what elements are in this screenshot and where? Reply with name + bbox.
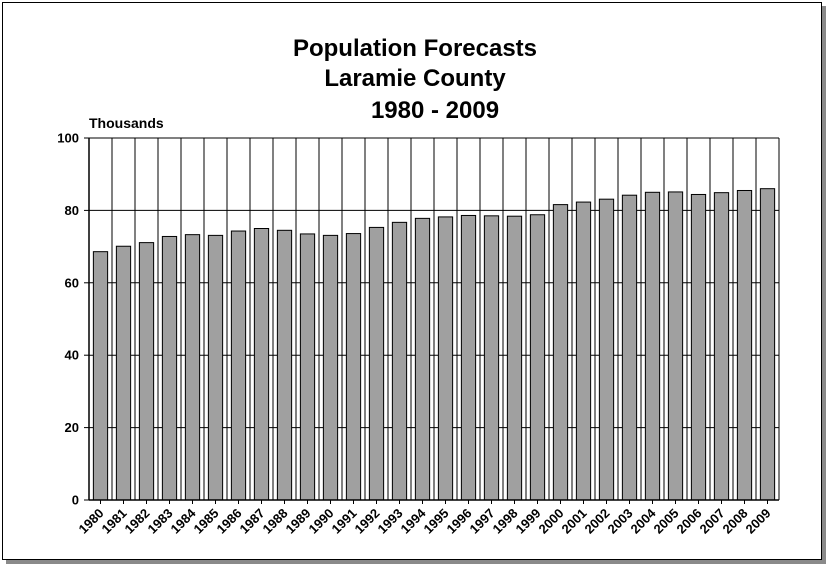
x-tick-label: 1989 bbox=[283, 506, 314, 537]
y-tick-label: 40 bbox=[65, 348, 79, 363]
y-tick-label: 0 bbox=[72, 493, 79, 508]
bar bbox=[414, 217, 431, 501]
x-tick-label: 1996 bbox=[444, 506, 475, 537]
bar bbox=[230, 230, 247, 501]
x-tick-label: 1990 bbox=[306, 506, 337, 537]
bar bbox=[138, 242, 155, 501]
bar bbox=[575, 201, 592, 501]
x-tick-label: 2000 bbox=[536, 506, 567, 537]
x-tick-label: 1983 bbox=[145, 506, 176, 537]
chart-title-line-2: Laramie County bbox=[324, 65, 506, 92]
x-tick-label: 1998 bbox=[490, 506, 521, 537]
bar bbox=[368, 226, 385, 501]
y-tick-label: 80 bbox=[65, 203, 79, 218]
x-tick-labels: 1980198119821983198419851986198719881989… bbox=[76, 505, 774, 537]
chart-frame bbox=[2, 2, 822, 560]
bar bbox=[644, 191, 661, 501]
x-tick-label: 1982 bbox=[122, 506, 153, 537]
bar bbox=[713, 192, 730, 501]
bar bbox=[437, 216, 454, 501]
bar bbox=[736, 189, 753, 501]
x-tick-label: 1981 bbox=[99, 506, 130, 537]
bar bbox=[621, 194, 638, 501]
y-axis-label: Thousands bbox=[89, 115, 164, 131]
x-tick-label: 2002 bbox=[582, 506, 613, 537]
bar bbox=[253, 228, 270, 501]
bar bbox=[690, 193, 707, 501]
x-tick-label: 1992 bbox=[352, 506, 383, 537]
x-tick-label: 1985 bbox=[191, 506, 222, 537]
bar bbox=[759, 188, 776, 501]
bar bbox=[161, 235, 178, 501]
x-tick-label: 1988 bbox=[260, 506, 291, 537]
bar bbox=[207, 234, 224, 501]
x-tick-label: 2007 bbox=[697, 506, 728, 537]
bar bbox=[391, 221, 408, 501]
x-tick-label: 2005 bbox=[651, 506, 682, 537]
chart-title-line-1: Population Forecasts bbox=[292, 35, 538, 62]
x-tick-label: 1991 bbox=[329, 506, 360, 537]
x-tick-label: 2008 bbox=[720, 506, 751, 537]
bar bbox=[483, 215, 500, 501]
x-tick-label: 1986 bbox=[214, 506, 245, 537]
x-tick-label: 2009 bbox=[743, 506, 774, 537]
x-tick-label: 1997 bbox=[467, 506, 498, 537]
x-tick-label: 1995 bbox=[421, 506, 452, 537]
x-tick-label: 1987 bbox=[237, 506, 268, 537]
y-tick-label: 100 bbox=[57, 131, 79, 146]
x-tick-label: 2006 bbox=[674, 506, 705, 537]
y-tick-label: 20 bbox=[65, 420, 79, 435]
bar bbox=[184, 234, 201, 501]
bar bbox=[115, 245, 132, 501]
bar bbox=[299, 233, 316, 501]
bar bbox=[276, 229, 293, 501]
x-tick-label: 1993 bbox=[375, 506, 406, 537]
bar bbox=[92, 251, 109, 501]
bar bbox=[598, 198, 615, 501]
axes bbox=[84, 137, 780, 504]
bar bbox=[529, 214, 546, 501]
bar bbox=[552, 204, 569, 501]
bar bbox=[345, 233, 362, 501]
y-tick-label: 60 bbox=[65, 275, 79, 290]
chart-title-line-3: 1980 - 2009 bbox=[370, 97, 500, 124]
x-tick-label: 2001 bbox=[559, 506, 590, 537]
x-tick-label: 1980 bbox=[76, 506, 107, 537]
bar bbox=[322, 234, 339, 501]
x-tick-label: 2003 bbox=[605, 506, 636, 537]
bar bbox=[460, 214, 477, 501]
y-tick-labels: 0 20 40 60 80 100 bbox=[57, 131, 79, 508]
bar bbox=[506, 215, 523, 501]
x-tick-label: 1999 bbox=[513, 506, 544, 537]
bar bbox=[667, 191, 684, 501]
